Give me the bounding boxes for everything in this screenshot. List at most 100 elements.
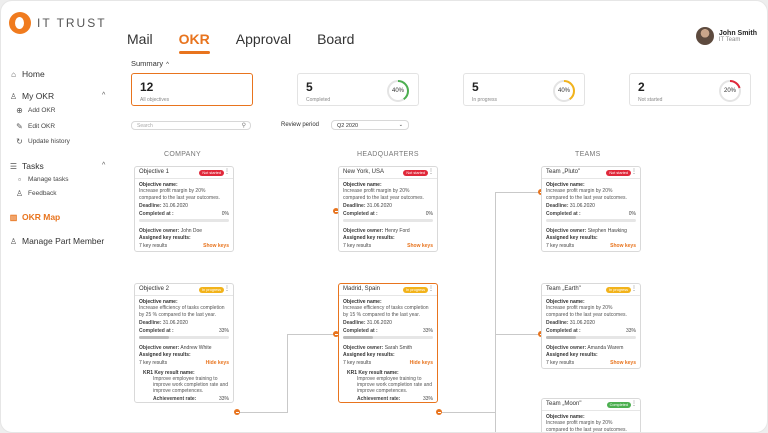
key-result-item[interactable]: KR1 Key result name: Improve employee tr… [339, 368, 437, 402]
objective-name: Increase profit margin by 20% compared t… [546, 188, 627, 201]
progress-ring-fill [387, 80, 409, 102]
objective-name-label: Objective name: [139, 299, 178, 305]
okr-card-team-earth[interactable]: Team „Earth" In progress ⋮ Objective nam… [541, 283, 641, 369]
hide-keys-link[interactable]: Hide keys [205, 359, 229, 366]
review-period-label: Review period [281, 122, 320, 128]
progress-ring [553, 80, 575, 102]
objective-name: Increase efficiency of tasks completion … [139, 305, 225, 318]
owner-value: Andrew White [180, 344, 212, 351]
stat-label: All objectives [140, 97, 170, 103]
kr-name-label: Key result name: [154, 369, 195, 376]
stat-card-in-progress[interactable]: 5 In progress 40% [463, 73, 585, 106]
more-vertical-icon[interactable]: ⋮ [631, 169, 637, 175]
stat-card-completed[interactable]: 5 Completed 40% [297, 73, 419, 106]
deadline-label: Deadline: [343, 320, 366, 326]
status-badge: In progress [606, 286, 631, 293]
okr-card-new-york[interactable]: New York, USA Not started ⋮ Objective na… [338, 166, 438, 252]
home-icon: ⌂ [11, 69, 16, 79]
more-vertical-icon[interactable]: ⋮ [224, 169, 230, 175]
okr-card-objective-2[interactable]: Objective 2 In progress ⋮ Objective name… [134, 283, 234, 403]
show-keys-link[interactable]: Show keys [610, 242, 636, 249]
hide-keys-link[interactable]: Hide keys [409, 359, 433, 366]
column-title-teams: TEAMS [575, 151, 601, 158]
sidebar-item-manage-tasks[interactable]: ▫ Manage tasks [15, 175, 68, 184]
status-badge: Not started [606, 169, 631, 176]
tab-board[interactable]: Board [317, 31, 355, 47]
review-period-select[interactable]: Q2 2020 ⌄ [331, 120, 409, 130]
connector-node[interactable] [436, 409, 442, 415]
sidebar-item-label: My OKR [22, 91, 55, 101]
connector-node[interactable] [333, 208, 339, 214]
sidebar-item-label: Home [22, 69, 45, 79]
deadline-value: 31.06.2020 [569, 320, 595, 326]
sidebar-item-okr-map[interactable]: ▥ OKR Map [9, 212, 61, 222]
kr-id: KR1 [347, 369, 358, 376]
stat-card-all[interactable]: 12 All objectives [131, 73, 253, 106]
progress-ring-fill [553, 80, 575, 102]
sidebar-item-home[interactable]: ⌂ Home [9, 69, 45, 79]
tab-okr[interactable]: OKR [178, 31, 210, 54]
connector-node[interactable] [333, 331, 339, 337]
key-result-item[interactable]: KR1 Key result name: Improve employee tr… [135, 368, 233, 402]
completed-label: Completed at : [546, 211, 581, 217]
assigned-kr-label: Assigned key results: [546, 351, 598, 358]
progress-bar [343, 336, 433, 339]
progress-fill [343, 336, 373, 339]
show-keys-link[interactable]: Show keys [407, 242, 433, 249]
summary-title: Summary [131, 59, 164, 68]
sidebar-item-tasks[interactable]: ☰ Tasks [9, 161, 44, 171]
card-header: Team „Earth" In progress ⋮ [542, 284, 640, 296]
card-body: Objective name: Increase efficiency of t… [135, 296, 233, 368]
search-input[interactable]: Search ⚲ [131, 121, 251, 130]
brand-logo[interactable]: IT TRUST [9, 12, 107, 34]
connector-node[interactable] [234, 409, 240, 415]
stat-value: 5 [472, 80, 479, 94]
objective-name: Increase profit margin by 20% compared t… [343, 188, 424, 201]
owner-label: Objective owner: [343, 227, 384, 234]
sidebar-item-edit-okr[interactable]: ✎ Edit OKR [15, 122, 55, 131]
brand-logo-mark [9, 12, 31, 34]
sidebar-item-manage-part-member[interactable]: ♙ Manage Part Member [9, 236, 104, 246]
sidebar-item-update-history[interactable]: ↻ Update history [15, 137, 70, 146]
owner-label: Objective owner: [546, 227, 587, 234]
card-header: Objective 1 Not started ⋮ [135, 167, 233, 179]
user-profile[interactable]: John Smith IT Team [695, 27, 757, 45]
tab-mail[interactable]: Mail [127, 31, 153, 47]
stat-percent: 40% [557, 88, 570, 94]
progress-ring-fill [719, 80, 741, 102]
more-vertical-icon[interactable]: ⋮ [428, 169, 434, 175]
stat-card-not-started[interactable]: 2 Not started 20% [629, 73, 751, 106]
assigned-kr-label: Assigned key results: [343, 234, 395, 241]
tab-approval[interactable]: Approval [235, 31, 292, 47]
objective-name: Increase profit margin by 20% compared t… [546, 305, 627, 318]
chevron-up-icon[interactable]: ^ [102, 92, 106, 99]
summary-toggle[interactable]: Summary ^ [131, 59, 169, 68]
objective-name-label: Objective name: [343, 299, 382, 305]
sidebar-item-add-okr[interactable]: ⊕ Add OKR [15, 106, 55, 115]
card-header: Team „Pluto" Not started ⋮ [542, 167, 640, 179]
card-title: Objective 1 [139, 169, 170, 175]
deadline-value: 31.06.2020 [569, 203, 595, 209]
more-vertical-icon[interactable]: ⋮ [631, 286, 637, 292]
card-body: Objective name: Increase profit margin b… [135, 179, 233, 251]
okr-card-madrid[interactable]: Madrid, Spain In progress ⋮ Objective na… [338, 283, 438, 403]
okr-card-objective-1[interactable]: Objective 1 Not started ⋮ Objective name… [134, 166, 234, 252]
more-vertical-icon[interactable]: ⋮ [224, 286, 230, 292]
okr-card-team-moon[interactable]: Team „Moon" Completed ⋮ Objective name: … [541, 398, 641, 432]
kr-id: KR1 [143, 369, 154, 376]
chevron-up-icon[interactable]: ^ [102, 162, 106, 169]
show-keys-link[interactable]: Show keys [610, 359, 636, 366]
user-role: IT Team [718, 36, 741, 43]
assigned-kr-label: Assigned key results: [343, 351, 395, 358]
progress-bar [343, 219, 433, 222]
achievement-rate-value: 33% [218, 395, 229, 402]
progress-ring [387, 80, 409, 102]
owner-value: Stephen Hawking [587, 227, 627, 234]
okr-card-team-pluto[interactable]: Team „Pluto" Not started ⋮ Objective nam… [541, 166, 641, 252]
objective-name-label: Objective name: [546, 299, 585, 305]
more-vertical-icon[interactable]: ⋮ [631, 401, 637, 407]
more-vertical-icon[interactable]: ⋮ [428, 286, 434, 292]
sidebar-item-my-okr[interactable]: ♙ My OKR [9, 91, 54, 101]
show-keys-link[interactable]: Show keys [203, 242, 229, 249]
sidebar-item-feedback[interactable]: ♙ Feedback [15, 189, 57, 198]
